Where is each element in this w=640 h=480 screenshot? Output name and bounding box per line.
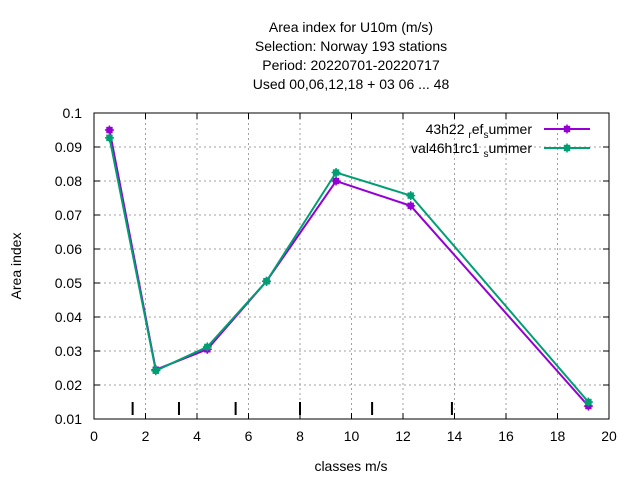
x-tick-label: 10 [344,428,360,444]
x-tick-label: 4 [193,428,201,444]
data-point [406,201,416,211]
series-lines [104,125,593,411]
legend-label-part: 43h22 [426,121,469,137]
legend-marker [562,124,572,134]
legend-label-part: ummer [488,121,532,137]
y-tick-label: 0.04 [55,309,82,325]
legend-label-val46h1rc1: val46h1rc1 summer [411,140,532,160]
data-point [104,125,114,135]
data-point [262,276,272,286]
legend-label-part: ummer [488,140,532,156]
grid-lines [94,113,609,419]
y-tick-label: 0.06 [55,241,82,257]
x-tick-label: 2 [142,428,150,444]
y-tick-label: 0.05 [55,275,82,291]
data-point [104,133,114,143]
x-tick-label: 6 [245,428,253,444]
x-axis-label: classes m/s [314,458,387,474]
y-tick-label: 0.03 [55,343,82,359]
data-point [331,176,341,186]
series-line-val46h1rc1 [108,137,590,403]
data-point [202,342,212,352]
x-tick-labels: 0 2 4 6 8 10 12 14 16 18 20 [90,428,617,444]
y-tick-label: 0.09 [55,139,82,155]
legend-label-part: val46h1rc1 [411,140,483,156]
y-tick-labels: 0.01 0.02 0.03 0.04 0.05 0.06 0.07 0.08 0.09 0.1 [55,105,82,427]
y-tick-label: 0.07 [55,207,82,223]
x-tick-label: 18 [550,428,566,444]
series-line-43h22 [108,129,590,407]
y-tick-label: 0.01 [55,411,82,427]
title-line-1: Area index for U10m (m/s) [269,19,433,35]
y-axis-label: Area index [8,233,24,300]
data-point [583,397,593,407]
legend-label-part: s [483,149,488,160]
y-tick-label: 0.02 [55,377,82,393]
legend-label-part: s [483,130,488,141]
legend-label-part: r [468,130,472,141]
legend-marker [562,143,572,153]
data-point [151,366,161,376]
x-tick-label: 8 [296,428,304,444]
x-tick-label: 16 [498,428,514,444]
title-line-4: Used 00,06,12,18 + 03 06 ... 48 [253,76,450,92]
legend-label-part: ef [472,121,484,137]
legend-label-43h22: 43h22 refsummer [426,121,533,141]
x-tick-label: 14 [447,428,463,444]
y-tick-label: 0.08 [55,173,82,189]
title-line-2: Selection: Norway 193 stations [255,38,447,54]
x-tick-label: 20 [601,428,617,444]
x-tick-label: 0 [90,428,98,444]
title-line-3: Period: 20220701-20220717 [262,57,440,73]
data-point [406,191,416,201]
class-boundary-marks [131,402,453,415]
x-tick-label: 12 [395,428,411,444]
data-point [331,168,341,177]
axis-ticks [93,112,610,420]
chart-title: Area index for U10m (m/s) Selection: Norw… [253,19,450,92]
y-tick-label: 0.1 [63,105,83,121]
